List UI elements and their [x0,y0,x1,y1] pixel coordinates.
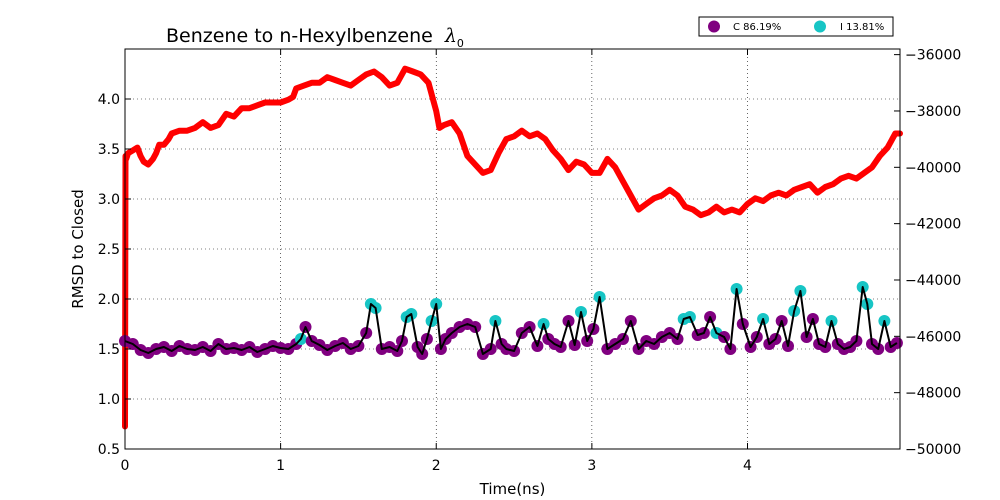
y2-tick-label: −48000 [905,386,961,402]
y2-tick-label: −42000 [905,217,961,233]
legend-label-i: I 13.81% [840,22,884,33]
legend-marker-i [814,20,826,33]
chart-title: Benzene to n-Hexylbenzene λ0 [166,25,464,50]
y2-tick-label: −36000 [905,48,961,64]
y2-tick-label: −40000 [905,160,961,176]
energy-line [122,65,903,430]
x-tick-label: 3 [587,458,596,474]
x-tick-label: 4 [743,458,752,474]
legend-label-c: C 86.19% [733,22,781,33]
y2-tick-label: −38000 [905,104,961,120]
x-axis-label: Time(ns) [479,480,546,498]
y-tick-label: 3.0 [98,192,120,208]
y-tick-label: 1.5 [98,342,120,358]
y2-tick-label: −46000 [905,329,961,345]
legend-marker-c [708,20,720,33]
legend-frame [698,16,894,37]
y-axis-label: RMSD to Closed [69,189,87,308]
rmsd-series [119,281,903,360]
y-tick-label: 1.0 [98,392,120,408]
axes-layer: 0 1 2 3 4 0.5 1.0 1.5 2.0 2.5 3.0 3.5 4.0 −50000 −4800… [98,48,962,474]
y2-tick-label: −44000 [905,273,961,289]
y-tick-label: 4.0 [98,92,120,108]
chart-title-subscript: 0 [457,37,464,50]
y2-tick-label: −50000 [905,442,961,458]
chart-title-symbol: λ [444,25,457,47]
y-tick-label: 2.0 [98,292,120,308]
x-tick-label: 1 [276,458,285,474]
x-tick-label: 0 [121,458,130,474]
x-tick-label: 2 [432,458,441,474]
y-tick-label: 3.5 [98,142,120,158]
y-tick-label: 2.5 [98,242,120,258]
chart-title-text: Benzene to n-Hexylbenzene [166,25,433,47]
y-tick-label: 0.5 [98,442,120,458]
rmsd-line [124,286,898,355]
energy-series [122,65,903,430]
legend: C 86.19% I 13.81% [698,16,894,37]
